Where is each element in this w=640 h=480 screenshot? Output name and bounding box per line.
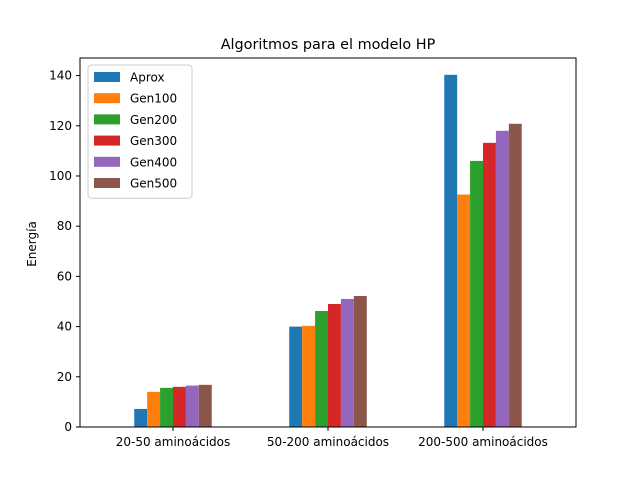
bar <box>340 298 354 427</box>
y-tick-label: 0 <box>64 420 72 434</box>
bar <box>173 386 186 427</box>
bar <box>353 295 367 427</box>
y-tick-label: 100 <box>49 169 72 183</box>
bar <box>470 160 483 428</box>
x-tick-label: 200-500 aminoácidos <box>418 435 548 449</box>
y-tick-label: 80 <box>57 219 72 233</box>
legend-label: Gen200 <box>130 113 177 127</box>
bar <box>508 123 522 428</box>
y-tick-label: 60 <box>57 269 72 283</box>
legend-swatch <box>94 156 120 167</box>
plot-area: 0 20 40 60 80 100 120 140 20-50 aminoácidos 50-20… <box>49 57 577 449</box>
legend-swatch <box>94 135 120 146</box>
legend-swatch <box>94 72 120 82</box>
bar <box>185 385 199 427</box>
legend-label: Gen400 <box>130 155 177 169</box>
bar <box>198 384 212 427</box>
bar <box>444 74 458 427</box>
bar <box>134 408 148 427</box>
y-tick-label: 40 <box>57 320 72 334</box>
legend-swatch <box>94 93 120 104</box>
legend-swatch <box>94 178 120 188</box>
y-tick-label: 120 <box>49 119 72 133</box>
bar <box>495 130 509 428</box>
bar <box>328 304 341 427</box>
chart-title: Algoritmos para el modelo HP <box>221 37 436 53</box>
legend-label: Gen100 <box>130 92 177 106</box>
legend-label: Gen500 <box>130 177 177 191</box>
y-axis-label: Energía <box>25 221 39 267</box>
x-tick-label: 20-50 aminoácidos <box>116 435 231 449</box>
bar <box>289 326 303 427</box>
y-tick-label: 20 <box>57 370 72 384</box>
bar <box>147 391 161 427</box>
legend-label: Gen300 <box>130 134 177 148</box>
legend-swatch <box>94 114 120 125</box>
bar <box>457 194 471 427</box>
bar <box>302 325 316 427</box>
y-tick-label: 140 <box>49 69 72 83</box>
legend: Aprox Gen100 Gen200 Gen300 Gen400 Gen500 <box>87 64 193 199</box>
bar <box>315 311 328 427</box>
bar <box>483 142 496 427</box>
x-tick-label: 50-200 aminoácidos <box>267 435 389 449</box>
bar <box>160 387 173 427</box>
legend-label: Aprox <box>130 71 165 85</box>
